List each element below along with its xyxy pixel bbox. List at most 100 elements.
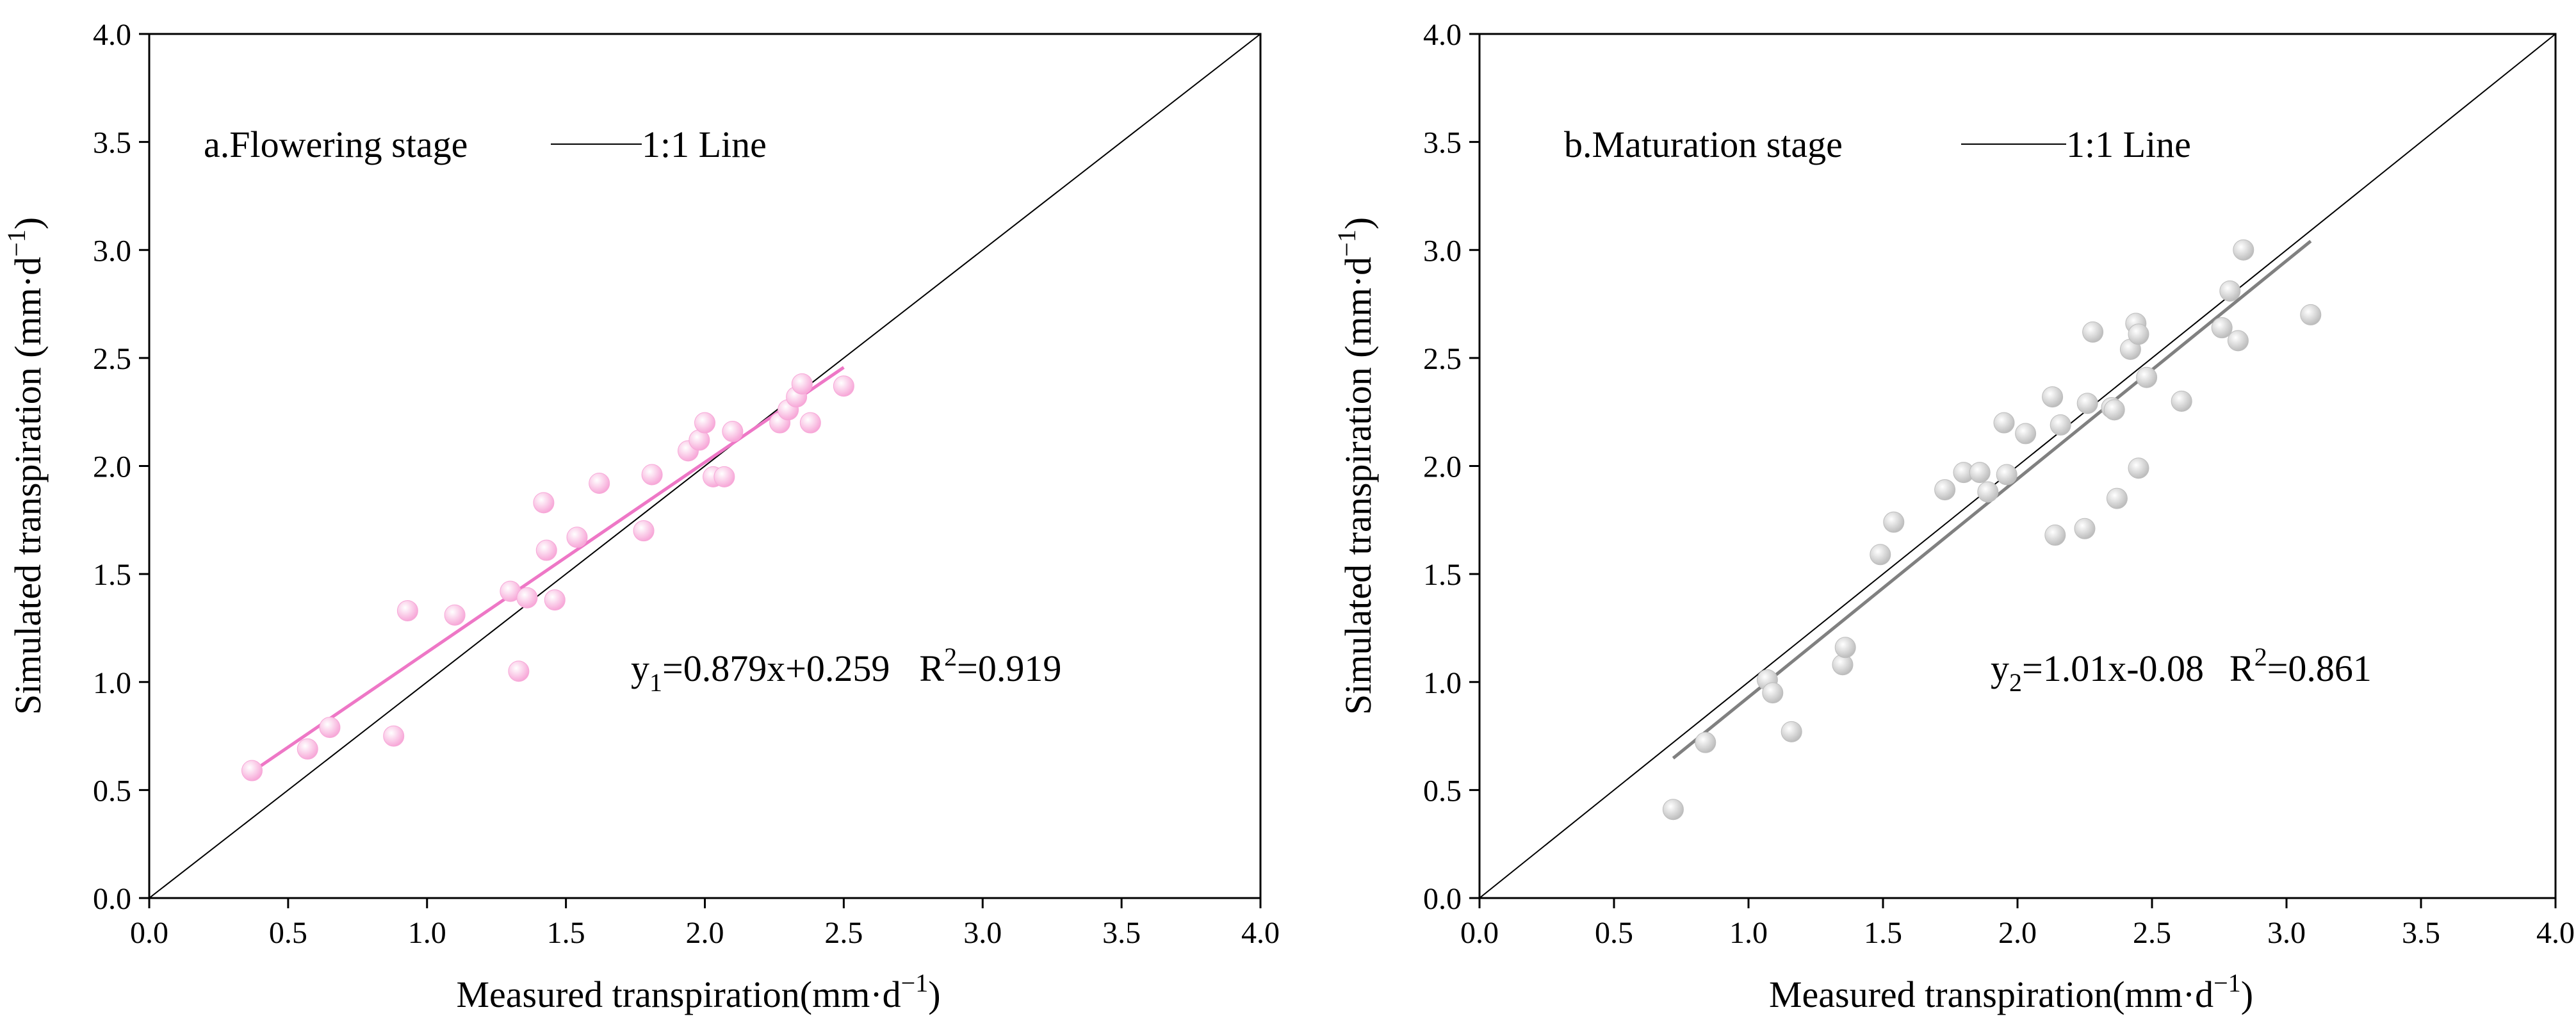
y-tick-label: 1.0 [93, 666, 131, 700]
data-point [694, 412, 715, 434]
equation-rhs: =0.879x+0.259 [662, 648, 890, 689]
x-axis-title-sup: −1 [2213, 969, 2241, 997]
x-axis-title-close: ) [2241, 974, 2253, 1015]
data-point [641, 464, 663, 486]
x-tick-label: 3.5 [2402, 916, 2440, 950]
data-point [2211, 317, 2233, 339]
y-tick-label: 4.0 [1423, 18, 1462, 52]
equation-y: y [631, 648, 649, 689]
y-tick-label: 3.0 [1423, 234, 1462, 268]
data-point [2128, 323, 2149, 345]
data-point [1762, 682, 1784, 704]
data-point [589, 472, 610, 494]
equation-r-sup: 2 [944, 642, 957, 671]
y-tick-label: 3.5 [93, 126, 131, 160]
data-point [722, 421, 744, 443]
data-point [2171, 390, 2192, 412]
one-to-one-line [1480, 34, 2556, 898]
y-axis-title-sup: −1 [2, 229, 31, 257]
equation-r-label: R [2230, 648, 2254, 689]
equation-r-value: =0.861 [2267, 648, 2372, 689]
data-point [1781, 721, 1802, 742]
x-axis-title-close: ) [928, 974, 940, 1015]
x-tick-label: 0.0 [130, 916, 168, 950]
data-point [241, 760, 263, 781]
x-tick-label: 1.0 [408, 916, 446, 950]
data-point [1695, 732, 1716, 753]
equation-subscript: 2 [2009, 668, 2022, 697]
equation-subscript: 1 [649, 668, 662, 697]
data-point [516, 587, 538, 609]
y-tick-label: 0.5 [1423, 774, 1462, 808]
regression-equation: y1=0.879x+0.259 R2=0.919 [631, 642, 1061, 697]
data-point [1969, 462, 1991, 484]
data-point [396, 600, 418, 621]
one-to-one-line [149, 34, 1260, 898]
equation-r-value: =0.919 [957, 648, 1061, 689]
x-tick-label: 2.0 [1998, 916, 2037, 950]
data-point [2106, 487, 2128, 509]
x-axis-title: Measured transpiration(mm·d−1) [1769, 969, 2253, 1015]
y-tick-label: 0.5 [93, 774, 131, 808]
data-point [444, 604, 466, 626]
x-tick-label: 2.0 [686, 916, 724, 950]
equation-r-sup: 2 [2254, 642, 2267, 671]
x-tick-label: 1.5 [547, 916, 585, 950]
y-axis-title-main: Simulated transpiration (mm·d [7, 257, 49, 715]
data-point [1662, 799, 1684, 821]
data-point [2103, 399, 2125, 421]
data-point [2015, 423, 2037, 445]
data-point [2300, 304, 2322, 325]
equation-rhs: =1.01x-0.08 [2022, 648, 2204, 689]
data-point [1977, 481, 1999, 503]
y-tick-label: 3.0 [93, 234, 131, 268]
y-tick-label: 1.5 [93, 558, 131, 592]
data-point [566, 527, 588, 548]
y-tick-label: 3.5 [1423, 126, 1462, 160]
panel-label: b.Maturation stage [1564, 124, 1843, 165]
legend-label: 1:1 Line [642, 124, 767, 165]
x-tick-label: 1.0 [1729, 916, 1768, 950]
y-tick-label: 2.5 [93, 342, 131, 376]
y-axis-title-main: Simulated transpiration (mm·d [1337, 257, 1379, 715]
x-tick-label: 3.0 [2267, 916, 2306, 950]
panel-b: 0.0 0.5 1.0 1.5 2.0 2.5 3.0 3.5 4.0 0.0 0.5 1.0 1.5 2… [1332, 18, 2575, 1015]
equation-y: y [1991, 648, 2009, 689]
data-point [383, 725, 405, 747]
data-point [2219, 280, 2241, 302]
x-tick-label: 0.5 [269, 916, 307, 950]
y-tick-label: 0.0 [93, 882, 131, 916]
data-point [2233, 239, 2254, 261]
x-tick-label: 3.0 [963, 916, 1002, 950]
x-tick-label: 4.0 [1241, 916, 1280, 950]
data-point [508, 660, 530, 682]
x-axis-title-main: Measured transpiration(mm·d [1769, 974, 2213, 1015]
data-point [2227, 330, 2249, 352]
y-tick-label: 1.5 [1423, 558, 1462, 592]
x-tick-label: 0.5 [1595, 916, 1633, 950]
y-axis-title: Simulated transpiration (mm·d−1) [2, 217, 49, 715]
data-point [2074, 518, 2096, 539]
y-axis-title: Simulated transpiration (mm·d−1) [1332, 217, 1379, 715]
x-tick-label: 2.5 [2133, 916, 2171, 950]
x-axis-title: Measured transpiration(mm·d−1) [456, 969, 940, 1015]
equation-r-label: R [919, 648, 944, 689]
data-point [1834, 637, 1856, 658]
regression-equation: y2=1.01x-0.08 R2=0.861 [1991, 642, 2372, 697]
y-tick-label: 1.0 [1423, 666, 1462, 700]
panel-a: 0.0 0.5 1.0 1.5 2.0 2.5 3.0 3.5 4.0 0.0 0.5 1.0 1.5 2… [2, 18, 1280, 1015]
data-point [2076, 393, 2098, 414]
data-point [533, 492, 555, 514]
data-point [2050, 414, 2071, 436]
data-point [2042, 386, 2064, 408]
data-point [1996, 464, 2018, 486]
y-tick-label: 2.5 [1423, 342, 1462, 376]
y-tick-label: 0.0 [1423, 882, 1462, 916]
data-point [1934, 479, 1956, 501]
data-point [2082, 321, 2104, 343]
y-axis-title-close: ) [1337, 217, 1379, 229]
data-point [791, 373, 813, 395]
data-point [633, 520, 655, 542]
data-point [319, 717, 341, 739]
data-point [2128, 457, 2149, 479]
